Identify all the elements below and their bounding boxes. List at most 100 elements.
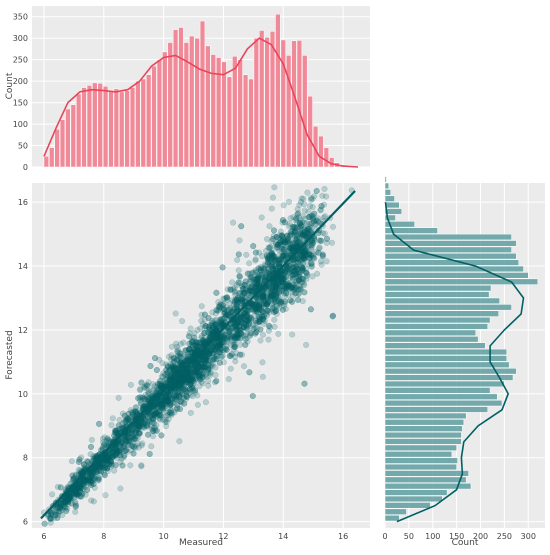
right-histogram-bar <box>385 413 466 419</box>
scatter-point <box>154 410 160 416</box>
scatter-point <box>308 195 314 201</box>
scatter-point <box>264 236 270 242</box>
scatter-point <box>303 342 309 348</box>
scatter-point <box>195 360 201 366</box>
scatter-point <box>135 395 141 401</box>
scatter-point <box>276 331 282 337</box>
joint-xtick-label: 8 <box>101 532 106 541</box>
scatter-point <box>284 265 290 271</box>
scatter-point <box>216 303 222 309</box>
scatter-point <box>237 238 243 244</box>
scatter-point <box>245 271 251 277</box>
joint-ylabel: Forecasted <box>5 330 15 379</box>
right-histogram-bar <box>385 419 464 425</box>
top-ytick-label: 200 <box>13 77 28 86</box>
right-histogram-bar <box>385 426 462 432</box>
right-xtick-label: 300 <box>521 532 536 541</box>
scatter-point <box>221 306 227 312</box>
top-histogram-bar <box>173 30 178 167</box>
top-histogram-bar <box>168 42 173 167</box>
scatter-point <box>214 378 220 384</box>
right-histogram-bar <box>385 400 502 406</box>
scatter-point <box>144 383 150 389</box>
scatter-point <box>53 509 59 515</box>
top-histogram-bar <box>249 79 254 167</box>
scatter-point <box>186 334 192 340</box>
top-histogram-bar <box>211 55 216 167</box>
scatter-point <box>309 243 315 249</box>
top-histogram-bar <box>308 96 313 167</box>
scatter-point <box>168 402 174 408</box>
top-histogram-bar <box>162 52 167 167</box>
scatter-point <box>316 250 322 256</box>
scatter-point <box>238 314 244 320</box>
joint-ytick-label: 10 <box>18 390 28 399</box>
top-histogram-bar <box>302 55 307 167</box>
top-histogram-bar <box>71 105 76 167</box>
scatter-point <box>194 340 200 346</box>
scatter-point <box>271 228 277 234</box>
scatter-point <box>100 436 106 442</box>
scatter-point <box>253 258 259 264</box>
scatter-point <box>160 360 166 366</box>
scatter-point <box>228 366 234 372</box>
scatter-point <box>58 485 64 491</box>
scatter-point <box>122 448 128 454</box>
top-histogram-bar <box>109 91 114 167</box>
scatter-point <box>290 224 296 230</box>
scatter-point <box>149 444 155 450</box>
top-histogram-bar <box>141 79 146 167</box>
right-histogram-bar <box>385 471 469 477</box>
scatter-point <box>193 376 199 382</box>
scatter-point <box>224 295 230 301</box>
scatter-point <box>282 270 288 276</box>
scatter-point <box>77 457 83 463</box>
scatter-point <box>251 326 257 332</box>
scatter-point <box>250 243 256 249</box>
scatter-point <box>102 472 108 478</box>
right-histogram-bar <box>385 298 500 304</box>
scatter-point <box>234 257 240 263</box>
scatter-point <box>145 432 151 438</box>
scatter-point <box>298 286 304 292</box>
right-xtick-label: 250 <box>497 532 512 541</box>
scatter-point <box>217 360 223 366</box>
right-xtick-label: 0 <box>382 532 387 541</box>
scatter-point <box>199 303 205 309</box>
scatter-point <box>308 307 314 313</box>
scatter-point <box>136 431 142 437</box>
right-histogram-bar <box>385 311 499 317</box>
scatter-point <box>280 307 286 313</box>
scatter-point <box>259 215 265 221</box>
scatter-point <box>236 280 242 286</box>
scatter-point <box>177 438 183 444</box>
top-histogram-bar <box>98 83 103 167</box>
scatter-point <box>281 247 287 253</box>
scatter-point <box>212 341 218 347</box>
scatter-point <box>178 354 184 360</box>
top-histogram-bar <box>254 38 259 167</box>
scatter-point <box>270 305 276 311</box>
top-histogram-bar <box>259 30 264 167</box>
right-histogram-bar <box>385 336 478 342</box>
top-ytick-label: 50 <box>18 142 28 151</box>
right-histogram-bar <box>385 253 516 259</box>
scatter-point <box>269 255 275 261</box>
right-histogram-bar <box>385 496 442 502</box>
scatter-point <box>258 338 264 344</box>
scatter-point <box>330 313 336 319</box>
scatter-point <box>238 331 244 337</box>
scatter-point <box>147 451 153 457</box>
scatter-point <box>159 401 165 407</box>
scatter-point <box>314 188 320 194</box>
top-histogram-bar <box>319 136 324 167</box>
right-histogram-bar <box>385 375 513 381</box>
scatter-point <box>291 272 297 278</box>
scatter-point <box>92 466 98 472</box>
scatter-point <box>307 255 313 261</box>
scatter-point <box>129 443 135 449</box>
top-histogram-bar <box>114 89 119 167</box>
top-histogram-bar <box>130 88 135 167</box>
